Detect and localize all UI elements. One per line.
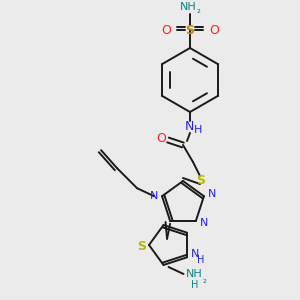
Text: ₂: ₂ (197, 5, 201, 15)
Text: O: O (209, 23, 219, 37)
Text: NH: NH (186, 269, 203, 279)
Text: N: N (208, 189, 216, 199)
Text: N: N (184, 121, 194, 134)
Text: H: H (191, 280, 198, 290)
Text: H: H (197, 255, 205, 265)
Text: S: S (196, 173, 206, 187)
Text: N: N (150, 191, 158, 201)
Text: NH: NH (180, 2, 196, 12)
Text: S: S (185, 23, 194, 37)
Text: ₂: ₂ (202, 275, 206, 285)
Text: S: S (137, 241, 146, 254)
Text: O: O (156, 131, 166, 145)
Text: H: H (194, 125, 202, 135)
Text: N: N (191, 249, 199, 259)
Text: O: O (161, 23, 171, 37)
Text: N: N (200, 218, 208, 228)
